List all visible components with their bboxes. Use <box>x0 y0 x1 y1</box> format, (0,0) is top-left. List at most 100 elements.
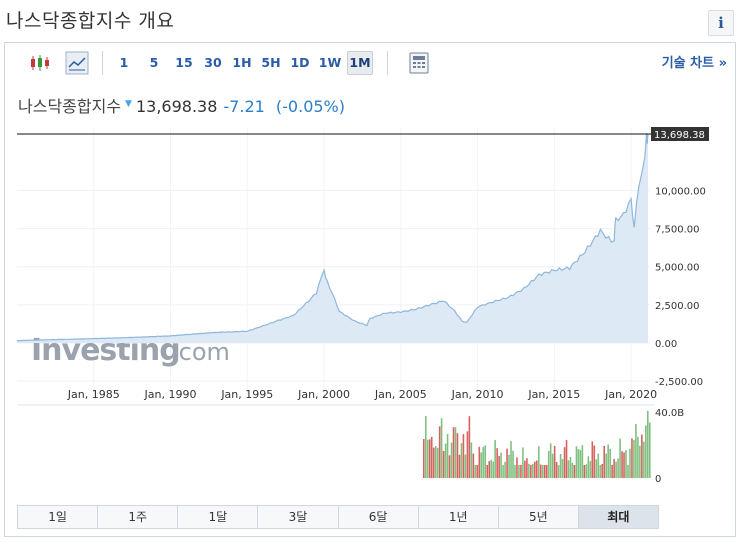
volume-bar <box>547 450 550 478</box>
volume-axis: 40.0B 0 <box>655 408 684 485</box>
range-selector: 1일 1주 1달 3달 6달 1년 5년 최대 <box>17 505 659 529</box>
volume-bar <box>621 451 623 478</box>
volume-bar <box>460 443 463 478</box>
interval-5[interactable]: 5 <box>149 55 159 70</box>
volume-bar <box>508 454 510 478</box>
interval-15[interactable]: 15 <box>175 55 193 70</box>
volume-bar <box>605 453 607 478</box>
volume-bar <box>617 458 619 478</box>
volume-bar <box>456 433 459 478</box>
price-change: -7.21 <box>223 97 265 116</box>
volume-bar <box>593 445 596 478</box>
volume-bar <box>613 458 615 478</box>
interval-30[interactable]: 30 <box>204 55 222 70</box>
volume-bar <box>530 465 532 478</box>
volume-bar <box>575 446 578 478</box>
volume-bar <box>567 460 570 478</box>
line-chart-icon[interactable] <box>65 51 89 75</box>
volume-bar <box>432 447 435 478</box>
volume-bar <box>454 427 457 478</box>
range-1w[interactable]: 1주 <box>98 506 179 528</box>
volume-bar <box>438 426 441 478</box>
volume-bar <box>510 441 512 478</box>
volume-bar <box>480 452 483 478</box>
volume-bar <box>482 446 485 478</box>
x-tick-label: Jan, 2015 <box>527 388 580 401</box>
volume-bar <box>639 445 641 478</box>
volume-bar <box>486 465 489 478</box>
volume-bar <box>577 449 580 478</box>
volume-bar <box>524 460 526 478</box>
volume-tick-label: 40.0B <box>655 408 684 419</box>
volume-bar <box>532 464 534 478</box>
volume-bar <box>633 440 635 478</box>
volume-bar <box>484 445 487 478</box>
volume-bar <box>625 450 627 478</box>
volume-bar <box>488 461 491 478</box>
volume-bar <box>526 458 528 478</box>
volume-bar <box>615 461 617 478</box>
range-max[interactable]: 최대 <box>578 506 658 528</box>
volume-bar <box>464 454 467 478</box>
range-1m[interactable]: 1달 <box>178 506 259 528</box>
volume-bar <box>645 425 647 478</box>
volume-bar <box>436 447 439 478</box>
toolbar-separator <box>387 51 388 75</box>
volume-bar <box>543 465 546 478</box>
volume-bar <box>647 410 649 478</box>
volume-bar <box>561 459 564 478</box>
range-1y[interactable]: 1년 <box>418 506 499 528</box>
interval-1[interactable]: 1 <box>119 55 129 70</box>
volume-bar <box>537 446 540 478</box>
volume-bar <box>581 445 584 478</box>
volume-bar <box>452 427 455 478</box>
volume-bar <box>623 452 625 478</box>
y-tick-label: 5,000.00 <box>655 263 700 274</box>
interval-1w[interactable]: 1W <box>318 55 342 70</box>
range-1d[interactable]: 1일 <box>18 506 99 528</box>
volume-bar <box>607 444 609 478</box>
chart-toolbar: 1 5 15 30 1H 5H 1D 1W 1M 기술 차트 » <box>5 43 735 83</box>
range-6m[interactable]: 6달 <box>338 506 419 528</box>
volume-bar <box>534 461 536 478</box>
range-5y[interactable]: 5년 <box>498 506 579 528</box>
candlestick-icon[interactable] <box>28 51 52 75</box>
last-price-label: 13,698.38 <box>654 130 705 141</box>
volume-bar <box>587 456 590 478</box>
volume-bar <box>609 448 611 478</box>
volume-bar <box>498 456 500 478</box>
y-tick-label: 10,000.00 <box>655 186 706 197</box>
x-tick-label: Jan, 2020 <box>604 388 657 401</box>
price-chart[interactable]: Investing .com 13,698.38 10,000.007,500.… <box>5 113 735 493</box>
volume-bar <box>551 453 554 478</box>
price-area <box>17 133 648 343</box>
volume-bar <box>571 462 574 478</box>
range-3m[interactable]: 3달 <box>258 506 339 528</box>
volume-bar <box>619 438 621 478</box>
volume-bar <box>520 464 522 478</box>
volume-bar <box>496 448 498 478</box>
volume-bar <box>545 465 548 478</box>
down-triangle-icon: ▼ <box>125 99 132 109</box>
interval-1m[interactable]: 1M <box>347 51 373 75</box>
volume-bar <box>599 465 602 478</box>
x-tick-label: Jan, 2000 <box>297 388 350 401</box>
volume-tick-label: 0 <box>655 474 661 485</box>
calculator-icon[interactable] <box>407 51 431 75</box>
interval-1h[interactable]: 1H <box>232 55 252 70</box>
interval-5h[interactable]: 5H <box>261 55 281 70</box>
x-tick-label: Jan, 2005 <box>374 388 427 401</box>
volume-bar <box>426 439 429 478</box>
volume-bar <box>494 440 496 478</box>
y-tick-label: 2,500.00 <box>655 301 700 312</box>
toolbar-separator <box>102 51 103 75</box>
volume-bar <box>478 446 481 478</box>
tech-chart-link[interactable]: 기술 차트 » <box>661 56 727 71</box>
volume-bar <box>444 443 447 478</box>
interval-1d[interactable]: 1D <box>290 55 310 70</box>
volume-bar <box>643 441 645 478</box>
info-button[interactable]: i <box>708 10 734 36</box>
volume-bar <box>601 464 604 478</box>
volume-bar <box>603 445 605 478</box>
quote-line: 나스닥종합지수 ▼ 13,698.38 -7.21 (-0.05%) <box>18 93 345 117</box>
